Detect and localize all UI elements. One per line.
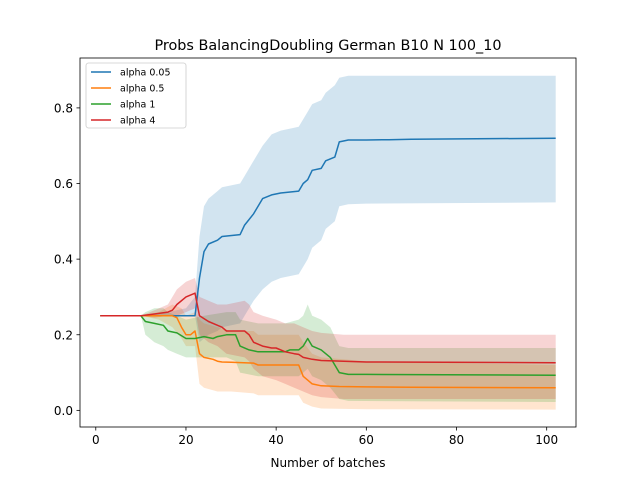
x-tick-label: 40	[269, 433, 284, 447]
x-tick-label: 0	[92, 433, 100, 447]
y-tick-label: 0.4	[54, 253, 73, 267]
y-tick-label: 0.0	[54, 404, 73, 418]
legend-box	[85, 62, 187, 129]
series-band-2	[100, 304, 556, 410]
legend: alpha 0.05 alpha 0.5 alpha 1 alpha 4	[85, 62, 187, 129]
y-tick-label: 0.2	[54, 328, 73, 342]
series-line-4	[100, 292, 556, 364]
series-line-3	[100, 315, 556, 376]
x-tick-label: 60	[359, 433, 374, 447]
legend-label: alpha 1	[120, 100, 155, 111]
chart-title: Probs BalancingDoubling German B10 N 100…	[154, 38, 501, 54]
series-band-3	[100, 304, 556, 402]
plot-area	[100, 75, 556, 410]
y-tick-label: 0.8	[54, 101, 73, 115]
axes-frame	[79, 57, 577, 428]
axes: 0 20 40 60 80 100 0.0 0.2 0.4 0.6 0.8	[54, 57, 577, 447]
x-tick-label: 100	[535, 433, 558, 447]
series-band-1	[100, 75, 556, 343]
legend-label: alpha 4	[120, 116, 155, 127]
series-line-2	[100, 315, 556, 389]
x-axis-label: Number of batches	[271, 456, 386, 470]
series-line-1	[100, 137, 556, 317]
y-tick-label: 0.6	[54, 177, 73, 191]
x-tick-label: 80	[449, 433, 464, 447]
x-tick-label: 20	[178, 433, 193, 447]
legend-label: alpha 0.5	[120, 84, 164, 95]
legend-label: alpha 0.05	[120, 68, 171, 79]
series-band-4	[100, 278, 556, 399]
